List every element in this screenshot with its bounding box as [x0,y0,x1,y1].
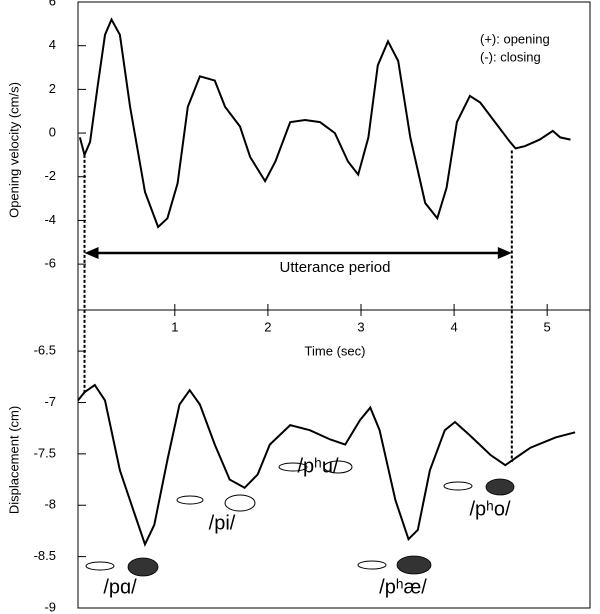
y-tick-label: -2 [44,168,56,183]
y-tick-label: -9 [44,599,56,614]
x-tick-label: 2 [264,319,271,334]
y-tick-label: -8 [44,497,56,512]
y-tick-label: -8.5 [34,548,56,563]
phoneme-label: /pʰu/ [297,455,338,477]
x-tick-label: 4 [450,319,457,334]
y-axis-label: Displacement (cm) [6,406,21,514]
y-tick-label: 4 [49,37,56,52]
y-tick-label: 6 [49,0,56,8]
plot-frame [77,1,591,609]
y-tick-label: -7 [44,394,56,409]
y-tick-label: -7.5 [34,445,56,460]
phoneme-label: /pʰo/ [469,498,510,520]
lip-icons [85,460,515,577]
period-label: Utterance period [280,259,391,276]
y-tick-label: -6.5 [34,343,56,358]
data-line [77,383,576,547]
phoneme-label: /pʰæ/ [379,576,427,598]
annotation: (+): opening [480,31,550,46]
x-axis-label: Time (sec) [305,343,366,358]
arrow-head [497,247,512,259]
data-line [78,17,571,229]
phoneme-label: /pi/ [209,512,236,534]
y-tick-label: 0 [49,125,56,140]
arrow-head [84,247,99,259]
x-tick-label: 5 [544,319,551,334]
annotation: (-): closing [480,49,541,64]
y-tick-label: 2 [49,81,56,96]
y-axis-label: Opening velocity (cm/s) [6,82,21,218]
y-tick-label: -6 [44,256,56,271]
x-tick-label: 1 [171,319,178,334]
phoneme-label: /pɑ/ [103,576,137,598]
y-tick-label: -4 [44,212,56,227]
x-tick-label: 3 [357,319,364,334]
